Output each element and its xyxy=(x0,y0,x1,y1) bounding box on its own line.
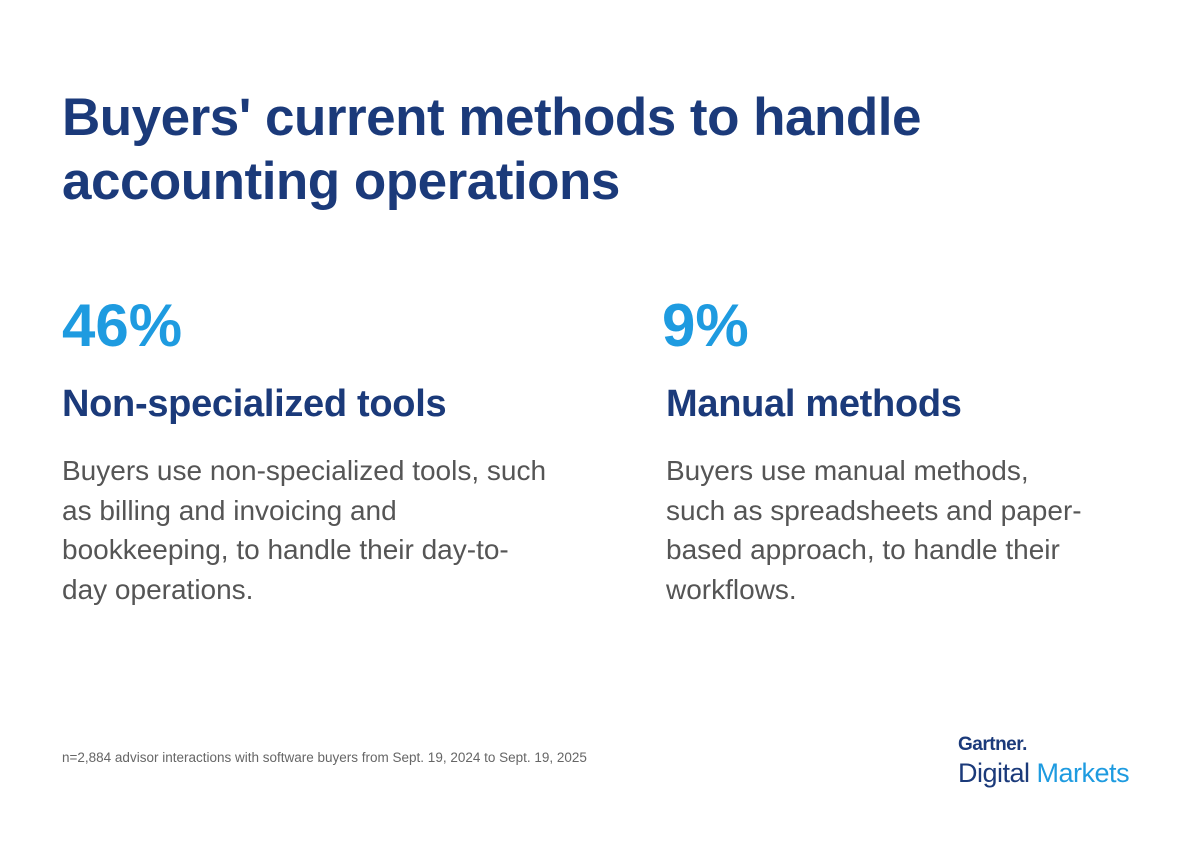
footnote: n=2,884 advisor interactions with softwa… xyxy=(62,750,587,765)
stat-label: Non-specialized tools xyxy=(62,383,447,425)
stat-value: 46% xyxy=(62,292,183,359)
logo: Gartner. Digital Markets xyxy=(958,734,1130,789)
stat-description: Buyers use non-specialized tools, such a… xyxy=(62,455,547,605)
stat-label: Manual methods xyxy=(666,383,962,425)
logo-word: Markets xyxy=(1036,758,1130,788)
logo-product: Digital Markets xyxy=(958,758,1130,789)
logo-brand: Gartner. xyxy=(958,734,1027,755)
title: Buyers' current methods to handle accoun… xyxy=(62,88,921,211)
logo-word: Digital xyxy=(958,758,1030,788)
stat-description: Buyers use manual methods, such as sprea… xyxy=(666,455,1082,605)
stat-value: 9% xyxy=(662,292,749,359)
